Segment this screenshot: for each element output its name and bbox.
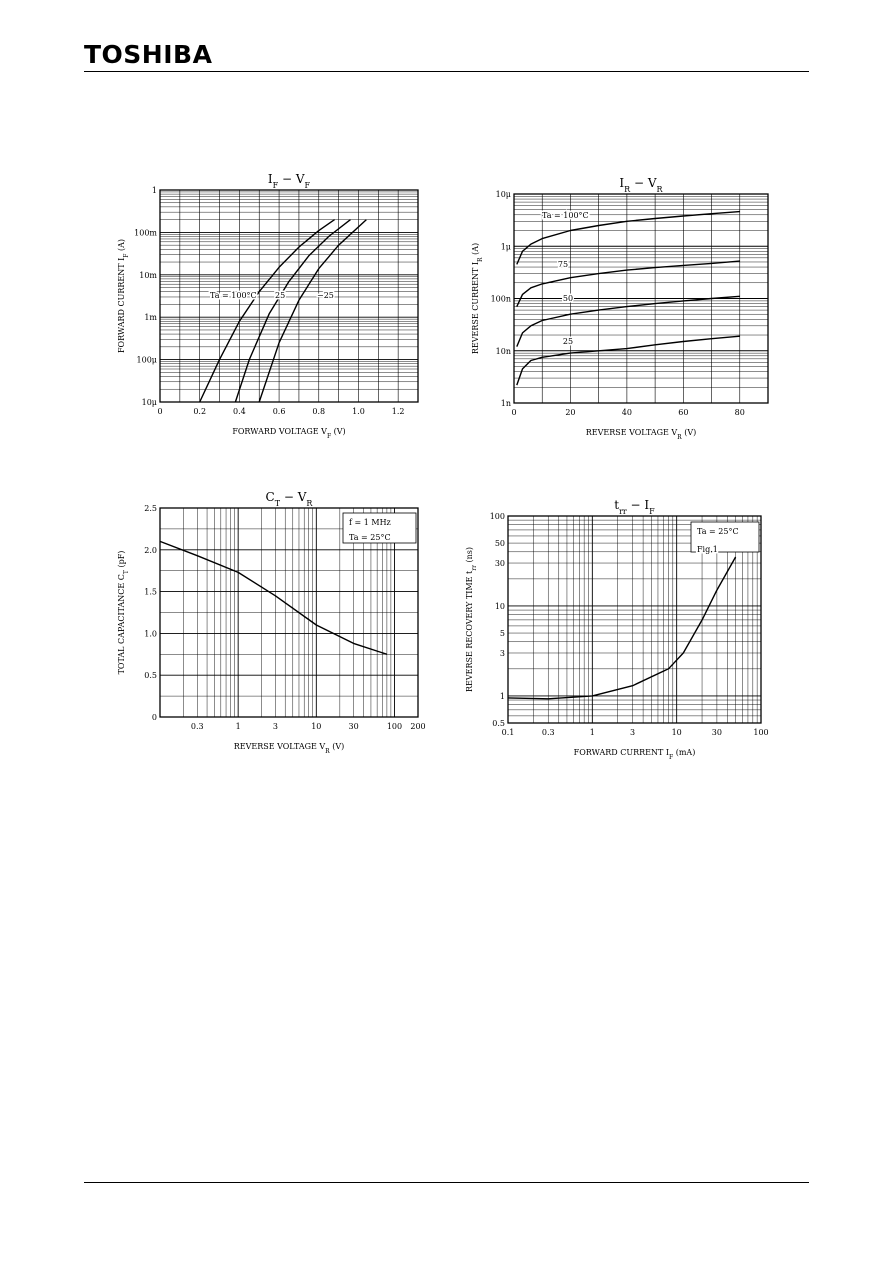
x-tick-label: 0.8 [312, 407, 325, 416]
x-tick-label: 10 [672, 728, 682, 737]
y-tick-label: 1 [152, 186, 157, 195]
annotation: f = 1 MHz [349, 518, 391, 527]
x-tick-label: 10 [311, 722, 321, 731]
y-tick-label: 1.5 [144, 588, 157, 597]
chart-ct-vr: 0.3 1 3 10 30 100 200 0 0.5 1.0 1.5 2.0 2.5 CT − VR RE… [117, 490, 426, 755]
y-tick-label: 1.0 [144, 629, 157, 638]
y-tick-label: 100n [491, 295, 511, 304]
y-tick-label: 0.5 [144, 671, 157, 680]
x-axis-label: REVERSE VOLTAGE VR (V) [586, 428, 697, 441]
series-line [258, 219, 367, 403]
chart-title: trr − IF [614, 498, 655, 516]
series-line [516, 210, 740, 265]
series-line [234, 219, 351, 403]
x-tick-label: 80 [735, 408, 745, 417]
y-tick-label: 10n [496, 347, 511, 356]
y-axis-label: REVERSE RECOVERY TIME trr (ns) [465, 547, 478, 692]
legend-box [342, 512, 417, 544]
x-axis-label: REVERSE VOLTAGE VR (V) [234, 742, 345, 755]
annotation: Fig.1 [697, 545, 718, 554]
x-tick-label: 0.2 [193, 407, 206, 416]
y-tick-label: 3 [500, 649, 505, 658]
annotation: Ta = 25°C [697, 527, 739, 536]
series-line [159, 540, 388, 655]
grid [159, 190, 419, 403]
y-tick-label: 100m [134, 228, 157, 237]
x-tick-label: 100 [753, 728, 768, 737]
y-tick-label: 0 [152, 713, 157, 722]
y-tick-label: 100μ [137, 356, 157, 365]
x-tick-label: 3 [630, 728, 635, 737]
x-tick-label: 200 [410, 722, 425, 731]
x-tick-label: 0.3 [542, 728, 555, 737]
chart-title: IR − VR [619, 176, 663, 194]
x-tick-label: 30 [712, 728, 722, 737]
y-tick-label: 50 [495, 539, 505, 548]
legend-box [690, 521, 760, 553]
x-tick-label: 3 [273, 722, 278, 731]
annotation: 25 [275, 291, 285, 300]
footer-rule [84, 1182, 809, 1183]
chart-title: IF − VF [268, 172, 311, 190]
chart-trr-if: 0.1 0.3 1 3 10 30 100 0.5 1 3 5 10 30 50 100 trr − IF FO… [465, 498, 769, 761]
x-tick-label: 0.4 [233, 407, 246, 416]
y-tick-label: 100 [490, 512, 505, 521]
brand-logo: TOSHIBA [84, 40, 213, 69]
annotation: Ta = 100°C [542, 211, 589, 220]
plot-frame [159, 189, 419, 403]
y-tick-label: 0.5 [492, 719, 505, 728]
series-line [507, 556, 737, 700]
annotation: 75 [558, 260, 568, 269]
x-tick-label: 100 [387, 722, 402, 731]
y-tick-label: 10μ [142, 398, 157, 407]
x-tick-label: 20 [565, 408, 575, 417]
x-tick-label: 1.0 [352, 407, 365, 416]
x-tick-label: 0 [511, 408, 516, 417]
y-axis-label: TOTAL CAPACITANCE CT (pF) [117, 551, 130, 675]
y-tick-label: 30 [495, 559, 505, 568]
annotation: −25 [317, 291, 334, 300]
annotation: 25 [563, 337, 573, 346]
x-tick-label: 30 [349, 722, 359, 731]
annotation: 50 [563, 294, 573, 303]
annotation: Ta = 100°C [210, 291, 257, 300]
x-axis-label: FORWARD CURRENT IF (mA) [574, 748, 696, 761]
plot-frame [159, 507, 419, 718]
chart-ir-vr: 0 20 40 60 80 1n 10n 100n 1μ 10μ Ta = 100°C 75 50 25 I… [471, 176, 769, 441]
y-tick-label: 1μ [501, 242, 511, 251]
y-tick-label: 1 [500, 692, 505, 701]
x-tick-label: 60 [678, 408, 688, 417]
plot-frame [507, 515, 762, 724]
y-tick-label: 10 [495, 602, 505, 611]
y-tick-label: 10μ [496, 190, 511, 199]
y-tick-label: 2.5 [144, 504, 157, 513]
grid [513, 194, 769, 404]
y-tick-label: 1m [144, 313, 157, 322]
x-tick-label: 0 [157, 407, 162, 416]
series-line [516, 260, 740, 307]
x-tick-label: 0.3 [191, 722, 204, 731]
y-tick-label: 10m [139, 271, 157, 280]
x-tick-label: 1 [236, 722, 241, 731]
x-axis-label: FORWARD VOLTAGE VF (V) [232, 427, 345, 440]
chart-title: CT − VR [266, 490, 314, 508]
x-tick-label: 0.6 [273, 407, 286, 416]
header-rule [84, 71, 809, 72]
chart-if-vf: 0 0.2 0.4 0.6 0.8 1.0 1.2 10μ 100μ 1m 10m 100m 1 Ta =… [117, 172, 419, 440]
y-axis-label: FORWARD CURRENT IF (A) [117, 239, 130, 353]
x-tick-label: 1 [590, 728, 595, 737]
series-line [516, 335, 740, 386]
x-tick-label: 0.1 [502, 728, 515, 737]
y-tick-label: 2.0 [144, 546, 157, 555]
x-tick-label: 1.2 [392, 407, 405, 416]
y-tick-label: 1n [501, 399, 511, 408]
plot-frame [513, 193, 769, 404]
y-axis-label: REVERSE CURRENT IR (A) [471, 243, 484, 354]
series-line [516, 295, 740, 347]
annotation: Ta = 25°C [349, 533, 391, 542]
x-tick-label: 40 [622, 408, 632, 417]
y-tick-label: 5 [500, 629, 505, 638]
series-line [199, 219, 335, 403]
